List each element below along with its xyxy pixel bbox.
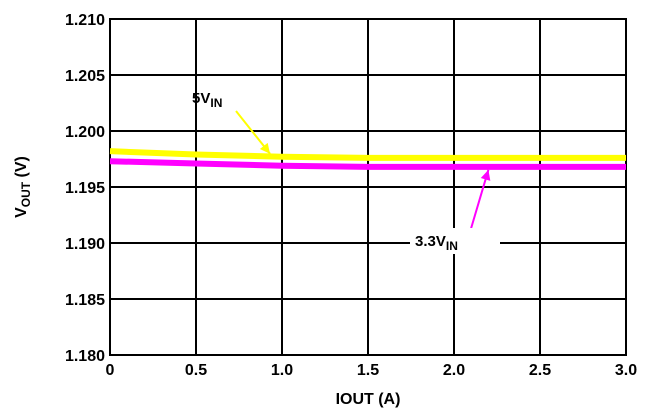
x-tick-label: 3.0 [615, 362, 637, 379]
x-tick-label: 0.5 [185, 362, 207, 379]
x-tick-label: 1.0 [271, 362, 293, 379]
arrowhead-3v3in [480, 169, 491, 181]
arrowhead-5vin [259, 142, 270, 154]
x-tick-label: 2.0 [443, 362, 465, 379]
grid [110, 19, 626, 355]
x-axis-title: IOUT (A) [336, 391, 401, 408]
y-tick-label: 1.190 [65, 236, 105, 253]
x-tick-labels: 0 0.5 1.0 1.5 2.0 2.5 3.0 [106, 362, 638, 379]
x-tick-label: 1.5 [357, 362, 379, 379]
y-tick-label: 1.200 [65, 124, 105, 141]
series-label-3v3in-text: 3.3VIN [415, 233, 458, 253]
y-tick-label: 1.210 [65, 12, 105, 29]
y-tick-labels: 1.180 1.185 1.190 1.195 1.200 1.205 1.210 [65, 12, 105, 365]
series-label-5vin: 5VIN [192, 90, 271, 155]
x-tick-label: 0 [106, 362, 115, 379]
y-tick-label: 1.185 [65, 292, 105, 309]
y-tick-label: 1.195 [65, 180, 105, 197]
series-line-5vin [109, 148, 626, 161]
leader-arrow-3v3in [469, 169, 490, 233]
plot-frame [109, 18, 627, 356]
series-label-5vin-text: 5VIN [192, 90, 222, 110]
y-tick-label: 1.205 [65, 68, 105, 85]
y-axis-title: VOUT (V) [13, 156, 33, 218]
x-tick-label: 2.5 [529, 362, 551, 379]
series-label-3v3in-bg [410, 228, 500, 254]
y-tick-label: 1.180 [65, 348, 105, 365]
series-line-3v3in [109, 158, 626, 170]
series-label-3v3in: 3.3VIN [410, 169, 500, 254]
series-lines [109, 148, 626, 170]
